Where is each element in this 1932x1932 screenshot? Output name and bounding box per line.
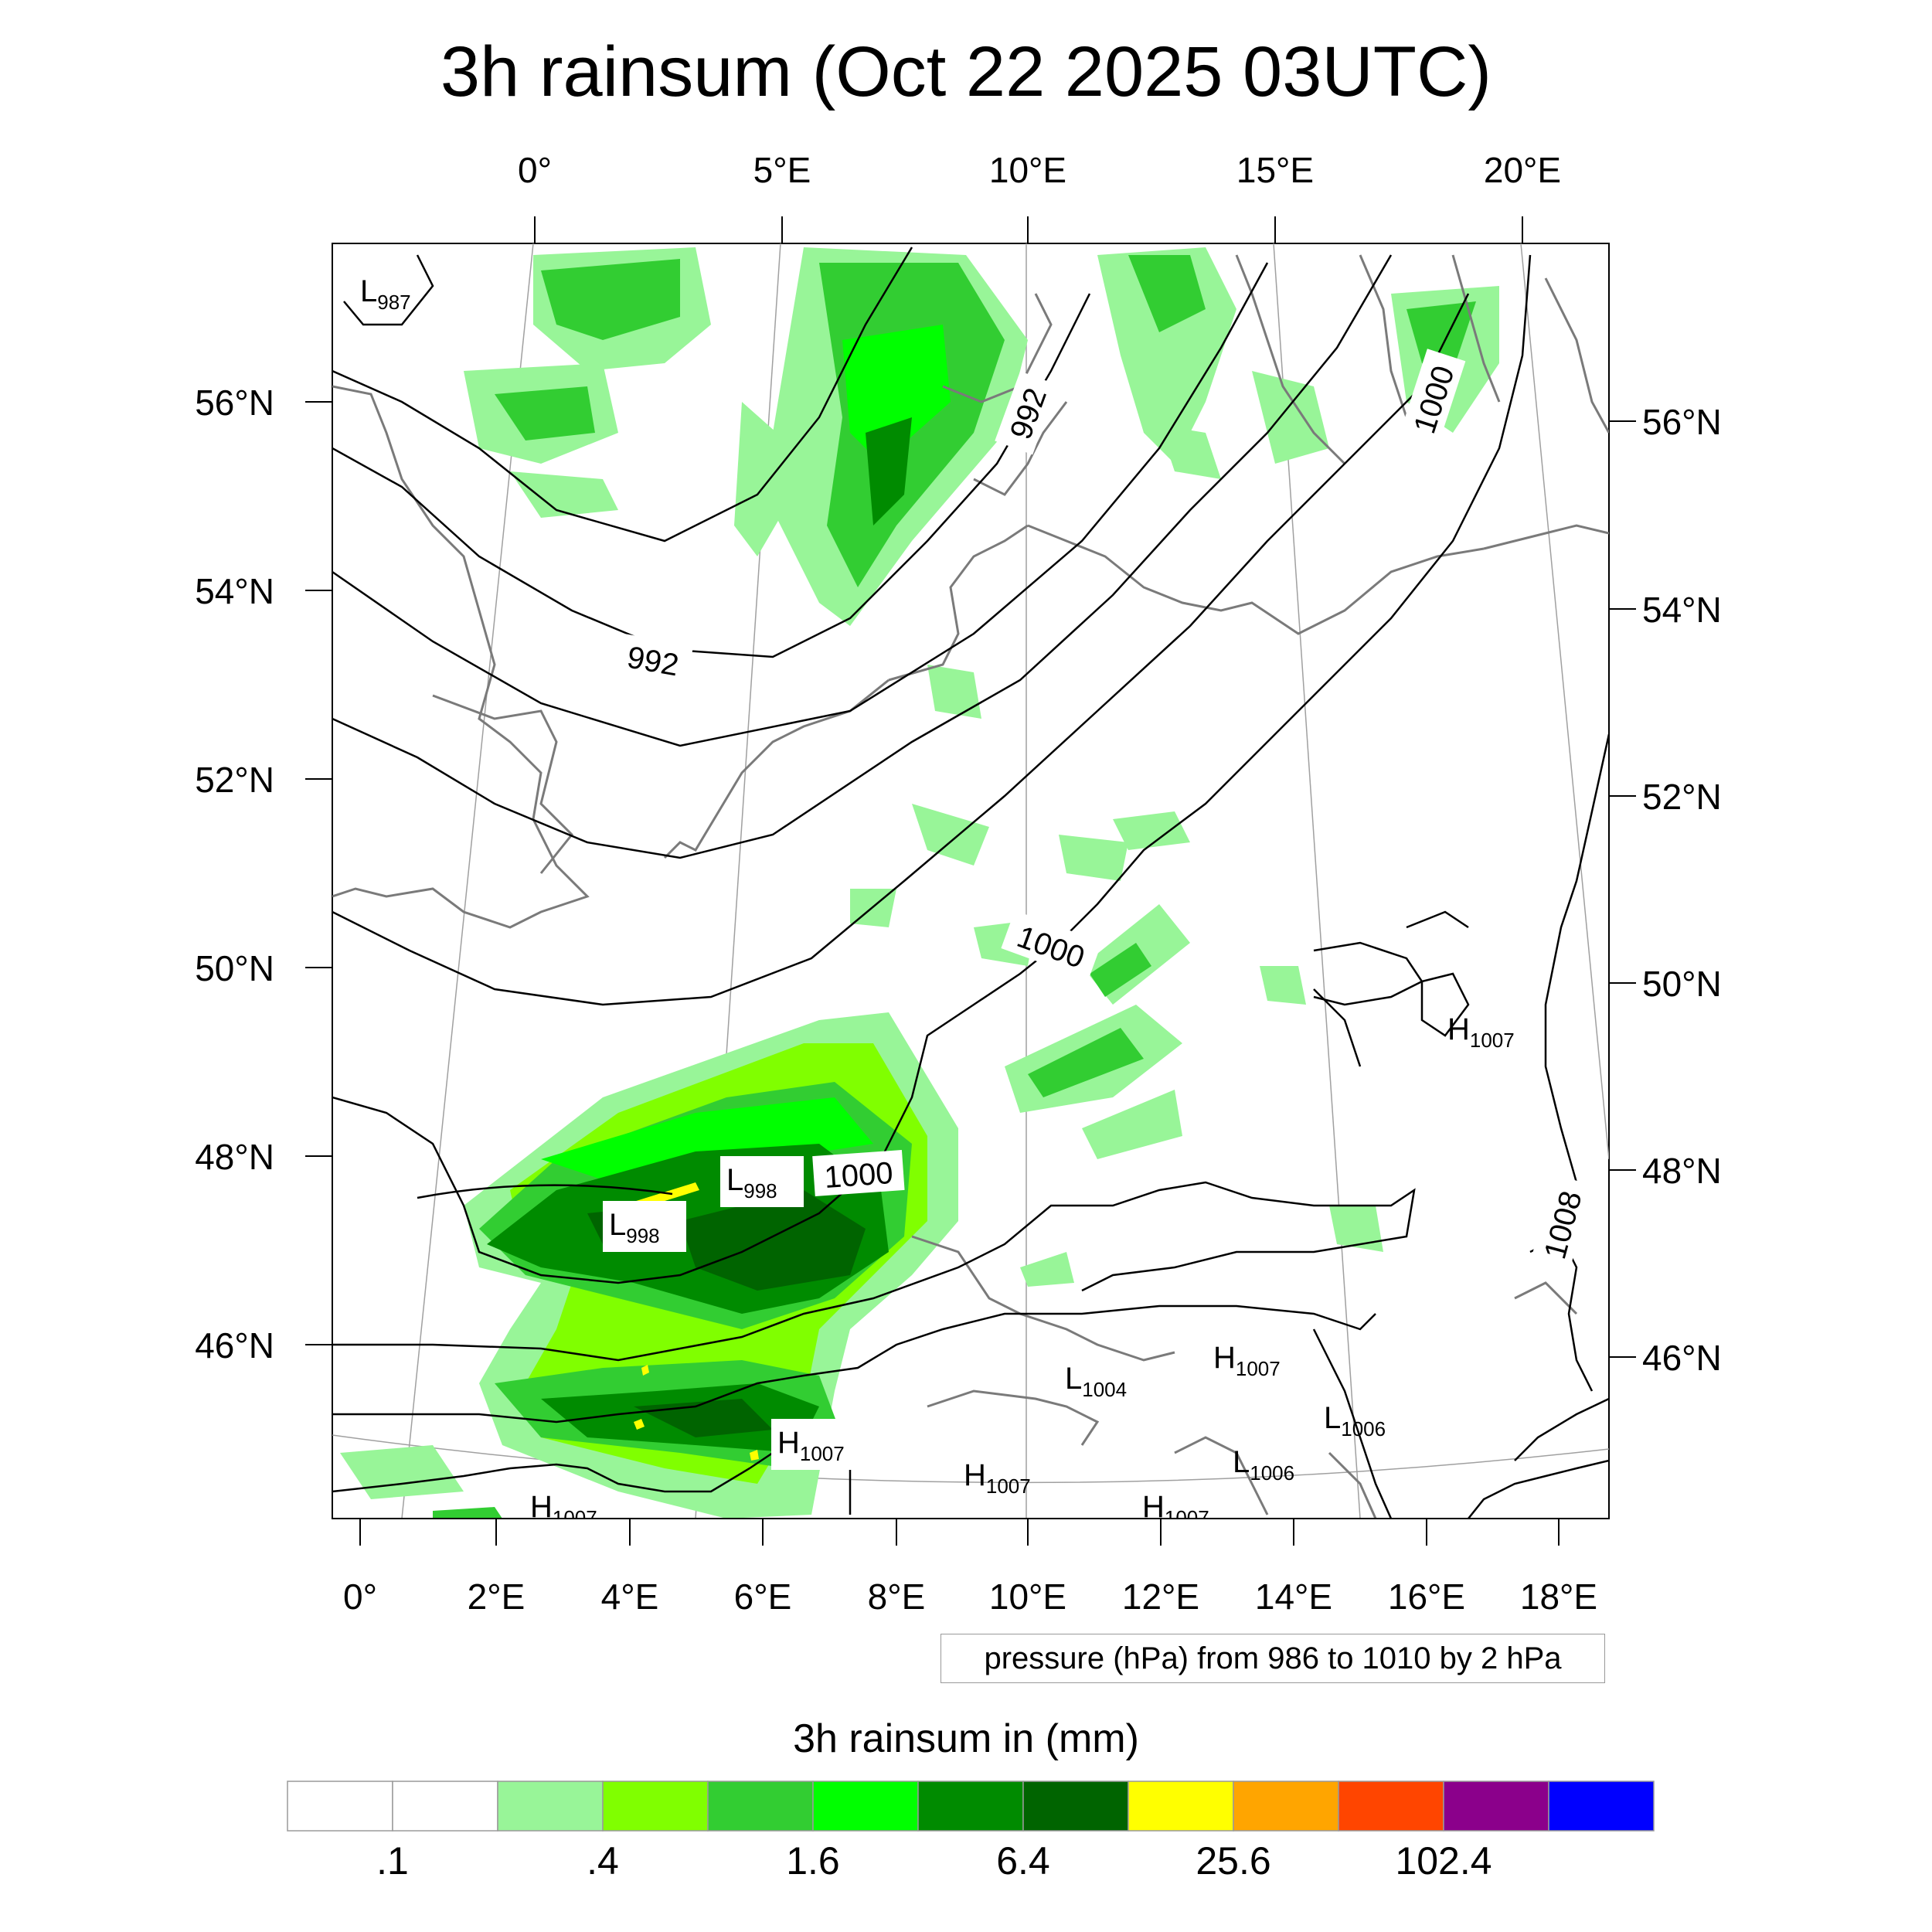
lon-bottom-label: 2°E bbox=[468, 1577, 526, 1617]
center-value: 1006 bbox=[1250, 1461, 1294, 1485]
center-value: 1007 bbox=[1236, 1357, 1281, 1380]
colorbar-box bbox=[707, 1781, 814, 1832]
lon-bottom-label: 18°E bbox=[1520, 1577, 1597, 1617]
colorbar-box bbox=[1338, 1781, 1444, 1832]
lon-bottom-label: 8°E bbox=[868, 1577, 926, 1617]
center-type: H bbox=[1447, 1012, 1470, 1046]
lon-top-label: 15°E bbox=[1236, 150, 1314, 190]
precipitation-field bbox=[340, 247, 1499, 1519]
svg-text:L987: L987 bbox=[360, 274, 411, 314]
colorbar-box bbox=[917, 1781, 1024, 1832]
lat-left-label: 56°N bbox=[195, 383, 274, 423]
lat-right-label: 54°N bbox=[1642, 590, 1722, 630]
colorbar-tick-label: 25.6 bbox=[1196, 1839, 1270, 1883]
map-title: 3h rainsum (Oct 22 2025 03UTC) bbox=[440, 32, 1492, 111]
lon-bottom-label: 10°E bbox=[989, 1577, 1066, 1617]
lat-right-label: 52°N bbox=[1642, 777, 1722, 817]
pressure-center: H1007 bbox=[1213, 1341, 1281, 1380]
colorbar-tick-label: 6.4 bbox=[996, 1839, 1050, 1883]
svg-text:H1007: H1007 bbox=[964, 1458, 1031, 1498]
center-value: 1007 bbox=[800, 1442, 845, 1465]
lat-right-label: 48°N bbox=[1642, 1151, 1722, 1191]
svg-text:L1006: L1006 bbox=[1324, 1401, 1386, 1440]
svg-text:L998: L998 bbox=[726, 1163, 777, 1202]
svg-text:H1007: H1007 bbox=[1213, 1341, 1281, 1380]
center-type: H bbox=[1213, 1341, 1236, 1375]
pressure-center: L998 bbox=[720, 1156, 804, 1207]
svg-text:H1007: H1007 bbox=[777, 1426, 845, 1465]
center-type: L bbox=[1233, 1445, 1250, 1479]
lat-left-label: 46°N bbox=[195, 1325, 274, 1366]
lat-left-label: 50°N bbox=[195, 948, 274, 988]
lat-left-label: 48°N bbox=[195, 1137, 274, 1177]
colorbar-tick-label: .4 bbox=[587, 1839, 619, 1883]
colorbar-box bbox=[392, 1781, 498, 1832]
lon-bottom-label: 4°E bbox=[601, 1577, 659, 1617]
lon-bottom-label: 14°E bbox=[1255, 1577, 1332, 1617]
pressure-center: L987 bbox=[360, 274, 411, 314]
coastlines bbox=[332, 254, 1609, 1519]
colorbar-tick-label: .1 bbox=[376, 1839, 409, 1883]
center-value: 1007 bbox=[1470, 1029, 1515, 1052]
contour-info-box: pressure (hPa) from 986 to 1010 by 2 hPa bbox=[940, 1634, 1605, 1683]
colorbar-box bbox=[1233, 1781, 1339, 1832]
lon-top-label: 20°E bbox=[1484, 150, 1561, 190]
center-type: L bbox=[1065, 1362, 1082, 1396]
axis-labels: 0° 5°E 10°E 15°E 20°E 56°N 54°N 52°N 50°… bbox=[195, 150, 1722, 1617]
pressure-center: L1004 bbox=[1065, 1362, 1127, 1401]
center-value: 998 bbox=[626, 1224, 659, 1247]
tick-marks bbox=[305, 216, 1636, 1546]
colorbar-box bbox=[1128, 1781, 1234, 1832]
center-value: 1006 bbox=[1341, 1417, 1386, 1440]
colorbar-box bbox=[497, 1781, 604, 1832]
colorbar-box bbox=[1443, 1781, 1549, 1832]
center-type: L bbox=[609, 1208, 626, 1242]
lon-top-label: 5°E bbox=[753, 150, 811, 190]
isobars bbox=[332, 247, 1609, 1519]
center-type: L bbox=[1324, 1401, 1341, 1435]
pressure-center: L998 bbox=[603, 1201, 686, 1252]
center-type: H bbox=[964, 1458, 986, 1492]
center-value: 1007 bbox=[986, 1475, 1031, 1498]
colorbar-box bbox=[602, 1781, 709, 1832]
lat-left-label: 54°N bbox=[195, 571, 274, 611]
pressure-center: H1007 bbox=[964, 1458, 1031, 1498]
colorbar-title: 3h rainsum in (mm) bbox=[793, 1716, 1139, 1761]
pressure-centers: L987 L998 L998 H1007 H1007 H1007 L1004 H… bbox=[360, 274, 1515, 1529]
colorbar-tick-label: 1.6 bbox=[786, 1839, 840, 1883]
colorbar-ticks: .1 .4 1.6 6.4 25.6 102.4 bbox=[376, 1839, 1492, 1883]
pressure-center: L1006 bbox=[1324, 1401, 1386, 1440]
lon-bottom-label: 12°E bbox=[1122, 1577, 1199, 1617]
lon-bottom-label: 6°E bbox=[734, 1577, 792, 1617]
pressure-center: H1007 bbox=[771, 1419, 867, 1470]
center-type: L bbox=[726, 1163, 743, 1197]
svg-text:L1006: L1006 bbox=[1233, 1445, 1294, 1485]
colorbar-box bbox=[1548, 1781, 1655, 1832]
lat-left-label: 52°N bbox=[195, 760, 274, 800]
colorbar-box bbox=[812, 1781, 919, 1832]
lat-right-label: 50°N bbox=[1642, 964, 1722, 1004]
lon-bottom-label: 16°E bbox=[1388, 1577, 1465, 1617]
lat-right-label: 56°N bbox=[1642, 402, 1722, 442]
pressure-center: H1007 bbox=[1447, 1012, 1515, 1052]
lat-right-label: 46°N bbox=[1642, 1338, 1722, 1378]
center-value: 998 bbox=[743, 1179, 777, 1202]
svg-text:L1004: L1004 bbox=[1065, 1362, 1127, 1401]
colorbar-box bbox=[1022, 1781, 1129, 1832]
pressure-center: L1006 bbox=[1233, 1445, 1294, 1485]
center-type: L bbox=[360, 274, 377, 308]
svg-text:L998: L998 bbox=[609, 1208, 660, 1247]
lon-top-label: 10°E bbox=[989, 150, 1066, 190]
center-value: 987 bbox=[377, 291, 410, 314]
colorbar-box bbox=[287, 1781, 393, 1832]
colorbar bbox=[287, 1781, 1655, 1832]
lon-top-label: 0° bbox=[518, 150, 552, 190]
center-value: 1004 bbox=[1082, 1378, 1127, 1401]
isobar-label: 1000 bbox=[823, 1156, 894, 1195]
colorbar-tick-label: 102.4 bbox=[1395, 1839, 1492, 1883]
svg-text:H1007: H1007 bbox=[1447, 1012, 1515, 1052]
lon-bottom-label: 0° bbox=[343, 1577, 377, 1617]
center-type: H bbox=[777, 1426, 800, 1460]
